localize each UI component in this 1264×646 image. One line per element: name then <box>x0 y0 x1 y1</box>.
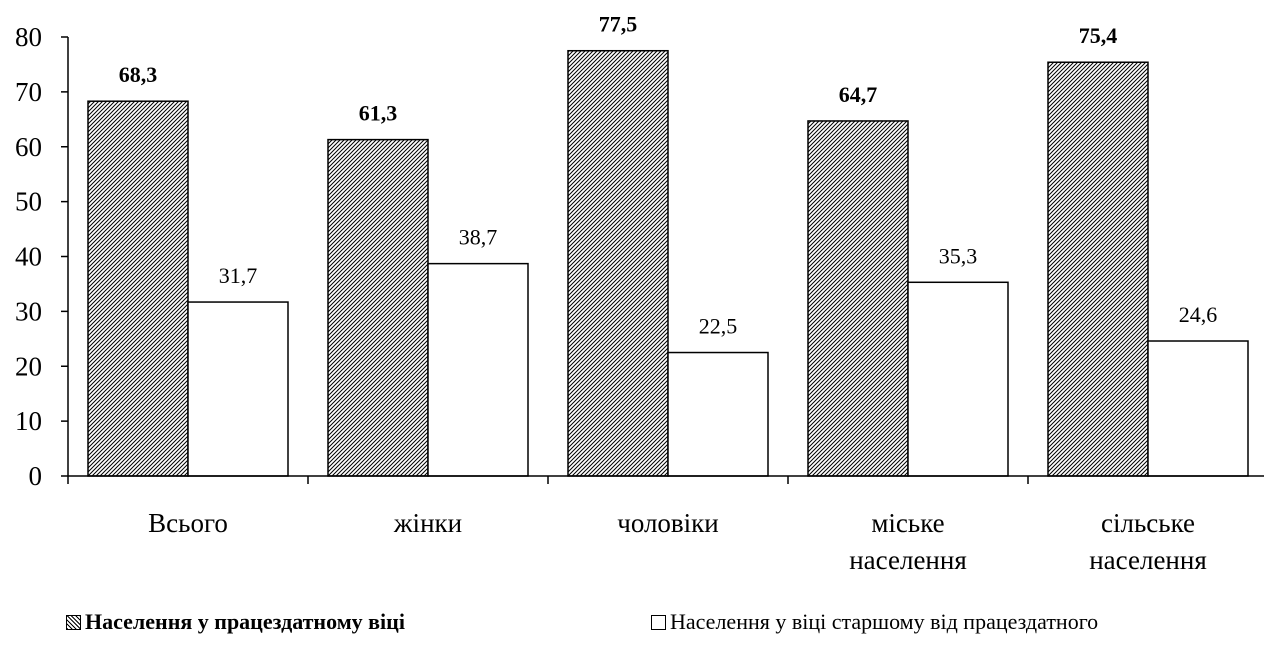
data-label: 77,5 <box>599 12 638 37</box>
x-tick-label: населення <box>1089 545 1207 575</box>
data-label: 35,3 <box>939 243 978 268</box>
y-tick-label: 60 <box>15 132 42 162</box>
y-tick-label: 30 <box>15 296 42 326</box>
y-tick-label: 80 <box>15 22 42 52</box>
y-tick-label: 70 <box>15 77 42 107</box>
data-label: 68,3 <box>119 62 158 87</box>
bar <box>667 351 769 477</box>
x-tick-label: населення <box>849 545 967 575</box>
data-label: 31,7 <box>219 263 258 288</box>
data-label: 61,3 <box>359 101 398 126</box>
legend-label-older-age: Населення у віці старшому від працездатн… <box>670 609 1099 634</box>
legend-item-working-age: Населення у працездатному віці <box>66 610 405 634</box>
legend-item-older-age: Населення у віці старшому від працездатн… <box>651 610 1098 634</box>
data-label: 38,7 <box>459 225 498 250</box>
x-tick-label: жінки <box>393 508 462 538</box>
bar <box>907 281 1009 477</box>
legend-swatch-plain <box>651 614 666 630</box>
bar <box>327 138 429 477</box>
x-tick-label: сільське <box>1101 508 1195 538</box>
data-label: 75,4 <box>1079 23 1118 48</box>
bar <box>1147 340 1249 477</box>
bar <box>427 262 529 477</box>
y-tick-label: 40 <box>15 242 42 272</box>
bar <box>807 120 909 477</box>
bar <box>87 100 189 477</box>
y-tick-label: 0 <box>29 461 43 491</box>
bar <box>567 49 669 477</box>
data-label: 64,7 <box>839 82 878 107</box>
bar <box>187 301 289 477</box>
data-label: 24,6 <box>1179 302 1218 327</box>
x-tick-label: міське <box>871 508 944 538</box>
y-tick-label: 20 <box>15 351 42 381</box>
bar <box>1047 61 1149 477</box>
x-tick-label: Всього <box>148 508 228 538</box>
data-label: 22,5 <box>699 314 738 339</box>
legend-label-working-age: Населення у працездатному віці <box>85 609 405 634</box>
y-tick-label: 10 <box>15 406 42 436</box>
x-tick-label: чоловіки <box>617 508 719 538</box>
y-tick-label: 50 <box>15 187 42 217</box>
legend-swatch-hatched <box>66 614 81 630</box>
